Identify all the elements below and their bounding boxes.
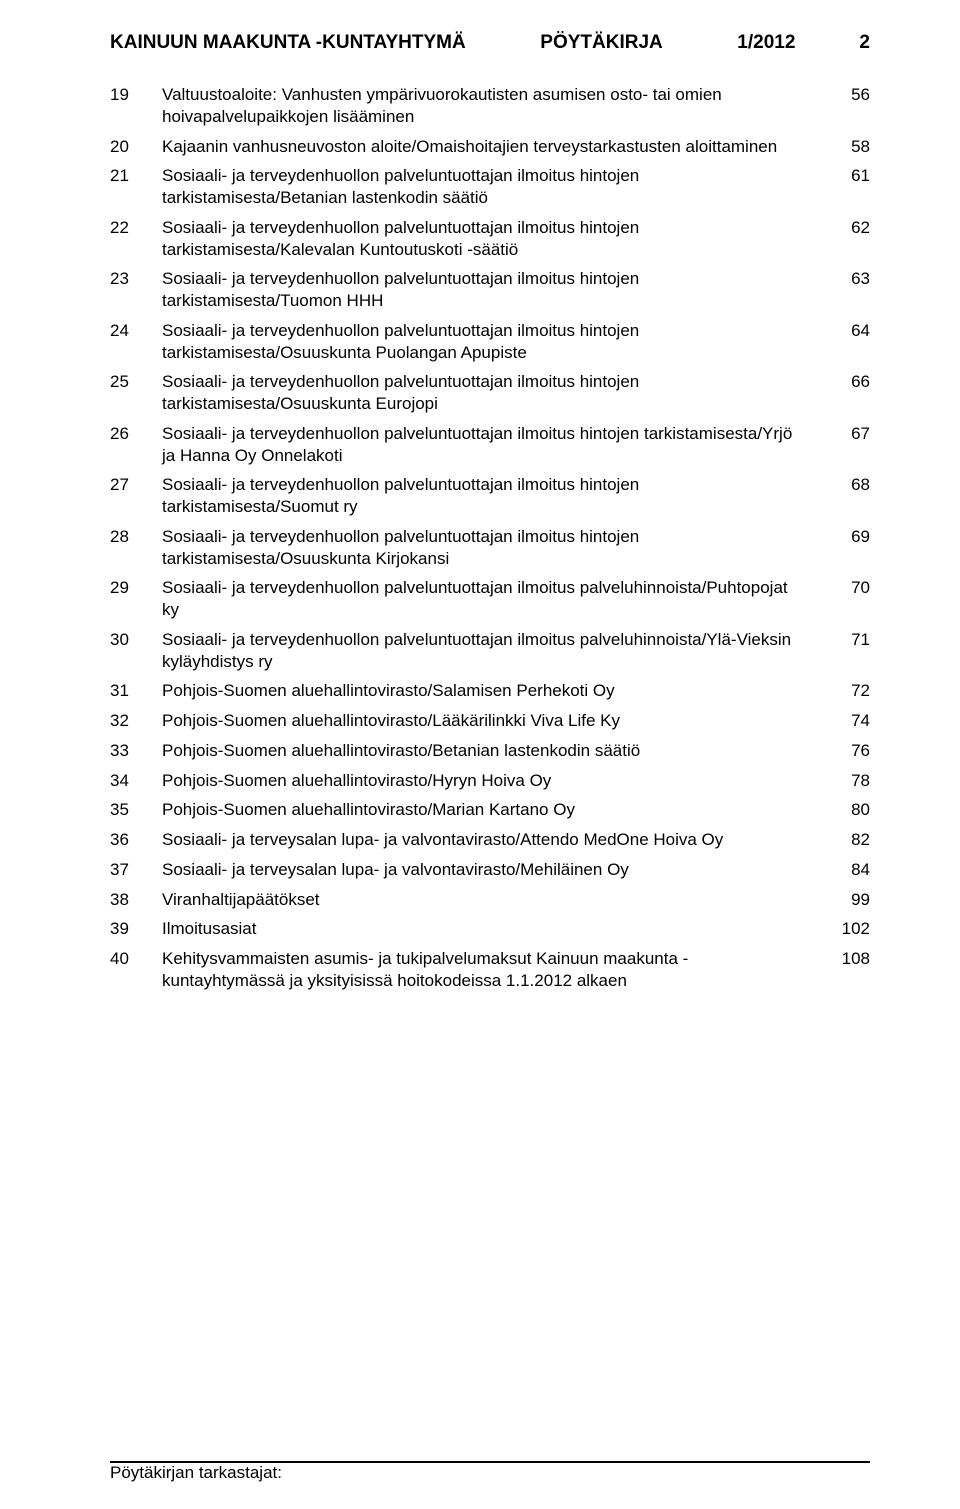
agenda-item-number: 29	[110, 577, 162, 621]
agenda-item-number: 20	[110, 136, 162, 158]
agenda-item-page: 63	[822, 268, 870, 312]
agenda-item-page: 84	[822, 859, 870, 881]
agenda-item-text: Sosiaali- ja terveydenhuollon palveluntu…	[162, 320, 822, 364]
agenda-row: 24Sosiaali- ja terveydenhuollon palvelun…	[110, 320, 870, 364]
agenda-item-page: 70	[822, 577, 870, 621]
agenda-item-number: 33	[110, 740, 162, 762]
agenda-item-page: 56	[822, 84, 870, 128]
agenda-row: 36Sosiaali- ja terveysalan lupa- ja valv…	[110, 829, 870, 851]
agenda-row: 23Sosiaali- ja terveydenhuollon palvelun…	[110, 268, 870, 312]
agenda-item-number: 35	[110, 799, 162, 821]
agenda-item-number: 28	[110, 526, 162, 570]
agenda-item-page: 64	[822, 320, 870, 364]
agenda-item-page: 66	[822, 371, 870, 415]
agenda-row: 19Valtuustoaloite: Vanhusten ympärivuoro…	[110, 84, 870, 128]
agenda-item-number: 38	[110, 889, 162, 911]
agenda-row: 38Viranhaltijapäätökset99	[110, 889, 870, 911]
agenda-item-page: 102	[822, 918, 870, 940]
agenda-item-number: 34	[110, 770, 162, 792]
agenda-item-page: 82	[822, 829, 870, 851]
agenda-row: 25Sosiaali- ja terveydenhuollon palvelun…	[110, 371, 870, 415]
agenda-row: 28Sosiaali- ja terveydenhuollon palvelun…	[110, 526, 870, 570]
agenda-item-text: Sosiaali- ja terveydenhuollon palveluntu…	[162, 629, 822, 673]
agenda-item-text: Pohjois-Suomen aluehallintovirasto/Betan…	[162, 740, 822, 762]
agenda-item-text: Sosiaali- ja terveydenhuollon palveluntu…	[162, 165, 822, 209]
header-doc-type: PÖYTÄKIRJA	[540, 32, 662, 54]
agenda-item-page: 68	[822, 474, 870, 518]
header-page-number: 2	[859, 32, 870, 54]
agenda-item-text: Sosiaali- ja terveysalan lupa- ja valvon…	[162, 859, 822, 881]
agenda-item-number: 31	[110, 680, 162, 702]
agenda-item-page: 69	[822, 526, 870, 570]
agenda-row: 27Sosiaali- ja terveydenhuollon palvelun…	[110, 474, 870, 518]
agenda-item-text: Pohjois-Suomen aluehallintovirasto/Lääkä…	[162, 710, 822, 732]
agenda-item-page: 76	[822, 740, 870, 762]
agenda-item-page: 58	[822, 136, 870, 158]
footer-label: Pöytäkirjan tarkastajat:	[110, 1463, 870, 1483]
agenda-item-number: 32	[110, 710, 162, 732]
page: KAINUUN MAAKUNTA -KUNTAYHTYMÄ PÖYTÄKIRJA…	[0, 0, 960, 1509]
agenda-item-text: Sosiaali- ja terveydenhuollon palveluntu…	[162, 423, 822, 467]
agenda-item-number: 26	[110, 423, 162, 467]
agenda-item-text: Ilmoitusasiat	[162, 918, 822, 940]
agenda-item-number: 23	[110, 268, 162, 312]
header-right-group: 1/2012 2	[737, 32, 870, 54]
agenda-item-number: 27	[110, 474, 162, 518]
agenda-row: 40Kehitysvammaisten asumis- ja tukipalve…	[110, 948, 870, 992]
agenda-item-text: Sosiaali- ja terveysalan lupa- ja valvon…	[162, 829, 822, 851]
agenda-item-number: 30	[110, 629, 162, 673]
agenda-item-page: 78	[822, 770, 870, 792]
agenda-item-number: 36	[110, 829, 162, 851]
footer-block: Pöytäkirjan tarkastajat:	[110, 1451, 870, 1483]
agenda-item-text: Sosiaali- ja terveydenhuollon palveluntu…	[162, 217, 822, 261]
agenda-row: 39Ilmoitusasiat102	[110, 918, 870, 940]
agenda-item-page: 67	[822, 423, 870, 467]
agenda-row: 37Sosiaali- ja terveysalan lupa- ja valv…	[110, 859, 870, 881]
agenda-item-text: Sosiaali- ja terveydenhuollon palveluntu…	[162, 577, 822, 621]
agenda-item-text: Pohjois-Suomen aluehallintovirasto/Salam…	[162, 680, 822, 702]
agenda-row: 21Sosiaali- ja terveydenhuollon palvelun…	[110, 165, 870, 209]
agenda-item-number: 22	[110, 217, 162, 261]
agenda-item-page: 71	[822, 629, 870, 673]
agenda-item-page: 74	[822, 710, 870, 732]
agenda-row: 26Sosiaali- ja terveydenhuollon palvelun…	[110, 423, 870, 467]
agenda-item-number: 19	[110, 84, 162, 128]
agenda-item-number: 25	[110, 371, 162, 415]
agenda-item-page: 61	[822, 165, 870, 209]
agenda-row: 35Pohjois-Suomen aluehallintovirasto/Mar…	[110, 799, 870, 821]
agenda-item-page: 108	[822, 948, 870, 992]
agenda-item-number: 21	[110, 165, 162, 209]
agenda-item-text: Pohjois-Suomen aluehallintovirasto/Maria…	[162, 799, 822, 821]
agenda-item-text: Sosiaali- ja terveydenhuollon palveluntu…	[162, 371, 822, 415]
agenda-list: 19Valtuustoaloite: Vanhusten ympärivuoro…	[110, 84, 870, 992]
agenda-item-page: 62	[822, 217, 870, 261]
agenda-item-text: Sosiaali- ja terveydenhuollon palveluntu…	[162, 474, 822, 518]
agenda-item-text: Kajaanin vanhusneuvoston aloite/Omaishoi…	[162, 136, 822, 158]
agenda-item-page: 99	[822, 889, 870, 911]
agenda-row: 22Sosiaali- ja terveydenhuollon palvelun…	[110, 217, 870, 261]
agenda-item-page: 72	[822, 680, 870, 702]
agenda-item-page: 80	[822, 799, 870, 821]
agenda-item-text: Sosiaali- ja terveydenhuollon palveluntu…	[162, 526, 822, 570]
agenda-row: 30Sosiaali- ja terveydenhuollon palvelun…	[110, 629, 870, 673]
document-header: KAINUUN MAAKUNTA -KUNTAYHTYMÄ PÖYTÄKIRJA…	[110, 32, 870, 54]
agenda-item-number: 39	[110, 918, 162, 940]
agenda-item-number: 24	[110, 320, 162, 364]
header-organisation: KAINUUN MAAKUNTA -KUNTAYHTYMÄ	[110, 32, 466, 54]
agenda-row: 31Pohjois-Suomen aluehallintovirasto/Sal…	[110, 680, 870, 702]
agenda-row: 33Pohjois-Suomen aluehallintovirasto/Bet…	[110, 740, 870, 762]
agenda-row: 29Sosiaali- ja terveydenhuollon palvelun…	[110, 577, 870, 621]
agenda-item-text: Valtuustoaloite: Vanhusten ympärivuoroka…	[162, 84, 822, 128]
agenda-item-text: Viranhaltijapäätökset	[162, 889, 822, 911]
agenda-item-text: Kehitysvammaisten asumis- ja tukipalvelu…	[162, 948, 822, 992]
agenda-item-number: 37	[110, 859, 162, 881]
agenda-item-text: Sosiaali- ja terveydenhuollon palveluntu…	[162, 268, 822, 312]
agenda-row: 32Pohjois-Suomen aluehallintovirasto/Lää…	[110, 710, 870, 732]
agenda-item-text: Pohjois-Suomen aluehallintovirasto/Hyryn…	[162, 770, 822, 792]
agenda-row: 20Kajaanin vanhusneuvoston aloite/Omaish…	[110, 136, 870, 158]
agenda-row: 34Pohjois-Suomen aluehallintovirasto/Hyr…	[110, 770, 870, 792]
agenda-item-number: 40	[110, 948, 162, 992]
header-year: 1/2012	[737, 32, 795, 54]
